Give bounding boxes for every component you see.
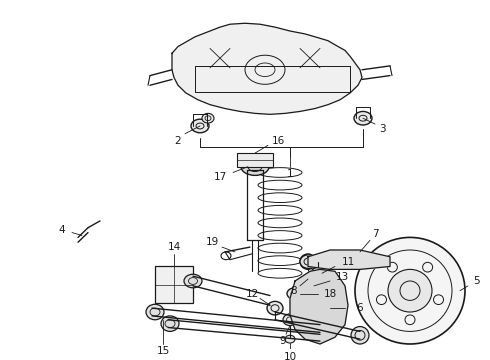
Ellipse shape xyxy=(267,301,283,315)
Text: 19: 19 xyxy=(205,237,219,247)
Ellipse shape xyxy=(354,112,372,125)
Ellipse shape xyxy=(351,327,369,344)
Ellipse shape xyxy=(146,304,164,320)
Text: 2: 2 xyxy=(175,135,181,145)
Text: 16: 16 xyxy=(271,135,285,145)
Text: 1: 1 xyxy=(287,170,294,179)
Text: 5: 5 xyxy=(473,276,479,286)
Bar xyxy=(237,153,273,167)
Ellipse shape xyxy=(300,255,316,269)
Ellipse shape xyxy=(311,267,325,279)
Text: 3: 3 xyxy=(379,124,385,134)
Ellipse shape xyxy=(388,269,432,312)
Text: 10: 10 xyxy=(283,352,296,360)
Ellipse shape xyxy=(355,237,465,344)
Ellipse shape xyxy=(202,113,214,123)
Ellipse shape xyxy=(241,158,269,175)
Ellipse shape xyxy=(191,119,209,133)
Text: 8: 8 xyxy=(291,286,297,296)
Ellipse shape xyxy=(309,297,331,319)
Polygon shape xyxy=(172,23,362,114)
Ellipse shape xyxy=(380,252,400,271)
Text: 7: 7 xyxy=(372,229,378,239)
Ellipse shape xyxy=(304,281,316,291)
Text: 4: 4 xyxy=(59,225,65,235)
Polygon shape xyxy=(308,250,390,269)
Ellipse shape xyxy=(285,335,295,343)
Ellipse shape xyxy=(184,274,202,288)
Text: 18: 18 xyxy=(323,289,337,298)
Text: 6: 6 xyxy=(357,303,363,313)
Polygon shape xyxy=(290,269,348,344)
Text: 13: 13 xyxy=(335,272,348,282)
Ellipse shape xyxy=(300,254,316,269)
Text: 11: 11 xyxy=(342,257,355,267)
Ellipse shape xyxy=(287,288,303,300)
Text: 15: 15 xyxy=(156,346,170,356)
Text: 17: 17 xyxy=(213,172,227,182)
Text: 9: 9 xyxy=(280,336,286,346)
Ellipse shape xyxy=(311,322,329,337)
Bar xyxy=(155,266,193,303)
Text: 12: 12 xyxy=(245,289,259,298)
Ellipse shape xyxy=(283,314,297,325)
Ellipse shape xyxy=(161,316,179,332)
Text: 14: 14 xyxy=(168,242,181,252)
